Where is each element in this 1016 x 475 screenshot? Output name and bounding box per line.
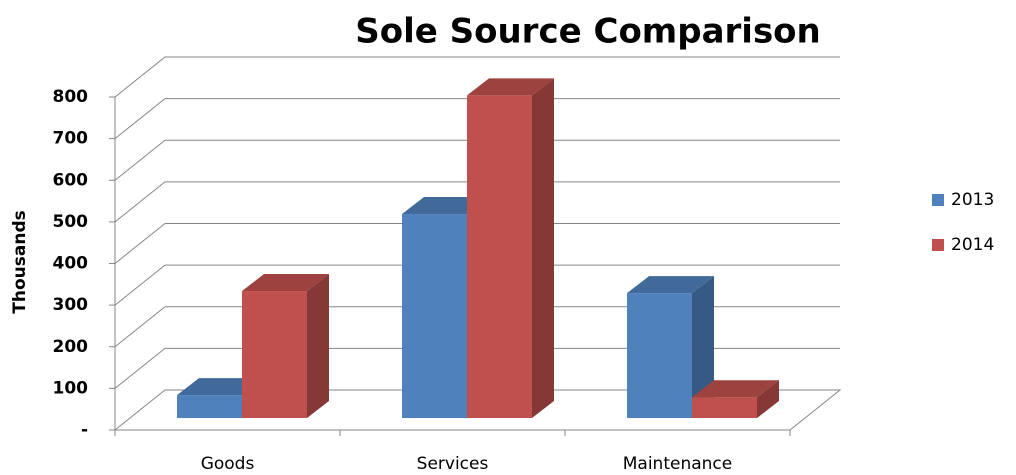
grid-line [114, 264, 840, 306]
bar [467, 95, 532, 418]
legend-swatch [932, 194, 944, 206]
bar [402, 214, 467, 418]
grid-line [114, 181, 840, 223]
legend-swatch [932, 239, 944, 251]
bar-top [242, 274, 329, 292]
bar-side [307, 274, 329, 418]
x-tick-label: Services [417, 454, 489, 474]
grid-line [114, 347, 840, 389]
x-tick-label: Maintenance [623, 454, 732, 474]
legend-label: 2014 [951, 235, 994, 255]
bar [627, 293, 692, 418]
y-tick-label: 500 [53, 212, 89, 232]
chart-title: Sole Source Comparison [355, 12, 821, 52]
bar-top [467, 78, 554, 96]
y-tick-label: 600 [53, 170, 89, 190]
x-tick-label: Goods [201, 454, 255, 474]
grid-line [114, 223, 840, 264]
grid-line [114, 56, 840, 98]
y-tick-label: - [81, 420, 88, 440]
y-tick-label: 100 [53, 378, 89, 398]
grid-line [114, 139, 840, 181]
bar-side [692, 276, 714, 418]
bar [242, 291, 307, 418]
bar [177, 395, 242, 418]
bar-top [692, 380, 779, 398]
grid-line [114, 306, 840, 348]
bar-side [532, 78, 554, 418]
grid-line [114, 98, 840, 140]
y-tick-label: 200 [53, 337, 89, 357]
y-axis-title: Thousands [10, 210, 30, 313]
y-tick-label: 300 [53, 295, 89, 315]
bar [692, 397, 757, 418]
y-tick-label: 400 [53, 254, 89, 274]
bar-top [627, 276, 714, 294]
bar-side [757, 380, 779, 418]
legend-label: 2013 [951, 190, 994, 210]
y-tick-label: 700 [53, 129, 89, 149]
y-tick-label: 800 [53, 87, 89, 107]
